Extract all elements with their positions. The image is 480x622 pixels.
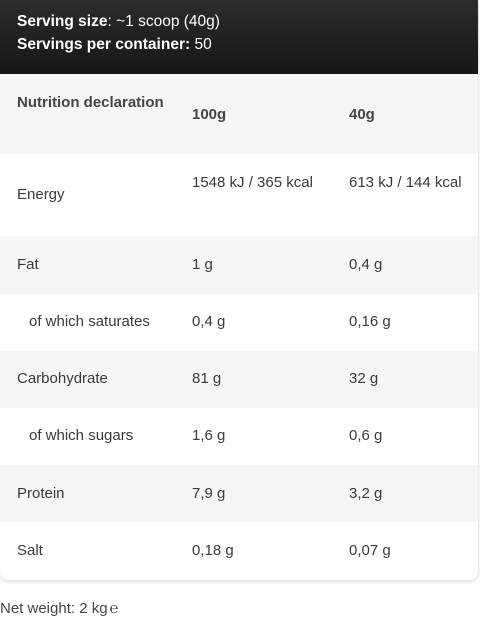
- table-row: Salt 0,18 g 0,07 g: [0, 522, 478, 580]
- value-per-100g: 81 g: [192, 370, 222, 387]
- estimated-sign-icon: ℮: [109, 599, 119, 617]
- table-row: Protein 7,9 g 3,2 g: [0, 465, 478, 522]
- table-header-row: Nutrition declaration 100g 40g: [0, 74, 478, 154]
- nutrient-name: of which sugars: [29, 427, 134, 444]
- column-header-nutrient: Nutrition declaration: [17, 94, 164, 111]
- table-row: of which saturates 0,4 g 0,16 g: [0, 294, 478, 351]
- column-header-40g: 40g: [349, 106, 375, 123]
- value-per-40g: 32 g: [349, 370, 379, 387]
- serving-size-label: Serving size: [17, 13, 108, 30]
- servings-per-container-line: Servings per container: 50: [17, 33, 461, 56]
- column-header-100g: 100g: [192, 106, 227, 123]
- value-per-100g: 7,9 g: [192, 485, 226, 502]
- table-row: Carbohydrate 81 g 32 g: [0, 351, 478, 408]
- value-per-100g: 0,4 g: [192, 313, 226, 330]
- table-row: Energy 1548 kJ / 365 kcal 613 kJ / 144 k…: [0, 154, 478, 236]
- value-per-100g: 1,6 g: [192, 427, 226, 444]
- nutrient-name: Salt: [17, 542, 43, 559]
- nutrition-panel: Serving size: ~1 scoop (40g) Servings pe…: [0, 0, 478, 580]
- value-per-40g: 0,07 g: [349, 542, 391, 559]
- value-per-40g: 613 kJ / 144 kcal: [349, 174, 462, 191]
- serving-size-value: ~1 scoop (40g): [116, 13, 220, 30]
- value-per-100g: 0,18 g: [192, 542, 234, 559]
- table-row: Fat 1 g 0,4 g: [0, 236, 478, 294]
- value-per-40g: 0,6 g: [349, 427, 383, 444]
- net-weight-line: Net weight: 2 kg ℮: [0, 596, 119, 621]
- nutrient-name: Protein: [17, 485, 65, 502]
- value-per-100g: 1548 kJ / 365 kcal: [192, 174, 313, 191]
- net-weight-text: Net weight: 2 kg: [0, 600, 108, 617]
- table-row: of which sugars 1,6 g 0,6 g: [0, 408, 478, 465]
- value-per-40g: 0,16 g: [349, 313, 391, 330]
- value-per-40g: 0,4 g: [349, 256, 383, 273]
- value-per-40g: 3,2 g: [349, 485, 383, 502]
- nutrient-name: of which saturates: [29, 313, 150, 330]
- value-per-100g: 1 g: [192, 256, 213, 273]
- serving-info-header: Serving size: ~1 scoop (40g) Servings pe…: [0, 0, 478, 74]
- serving-size-line: Serving size: ~1 scoop (40g): [17, 13, 220, 30]
- nutrient-name: Fat: [17, 256, 39, 273]
- nutrient-name: Energy: [17, 186, 65, 203]
- nutrient-name: Carbohydrate: [17, 370, 108, 387]
- servings-value: 50: [194, 36, 212, 53]
- servings-label: Servings per container:: [17, 36, 191, 53]
